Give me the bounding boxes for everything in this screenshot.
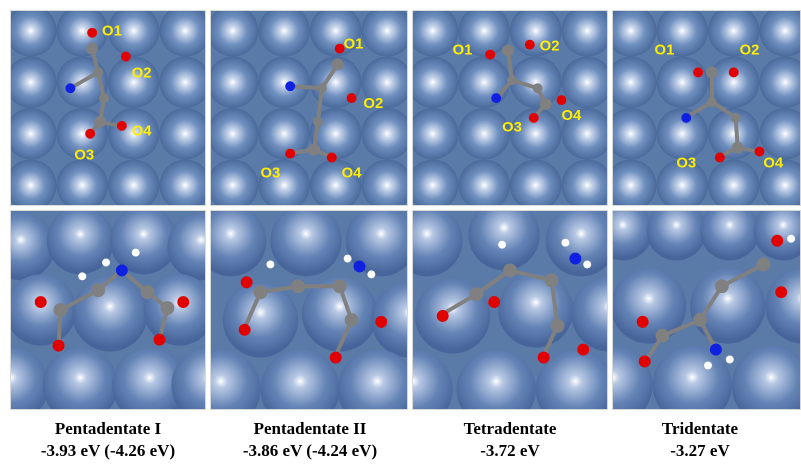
- surface-atoms: [613, 11, 800, 205]
- molecule-atoms: [34, 248, 190, 352]
- caption-pentadentate-1: Pentadentate I -3.93 eV (-4.26 eV): [8, 418, 208, 462]
- panel-top-tetradentate: O1 O2 O3 O4: [412, 10, 608, 206]
- side-view-pentadentate-2: [211, 211, 407, 409]
- caption-name: Tetradentate: [463, 419, 557, 438]
- label-o4: O4: [342, 165, 363, 181]
- caption-name: Pentadentate II: [253, 419, 367, 438]
- caption-energy: -3.72 eV: [480, 441, 540, 460]
- molecule-atoms: [636, 234, 796, 370]
- molecule-atoms: [285, 43, 357, 163]
- panel-side-pentadentate-1: [10, 210, 206, 410]
- molecule-atoms: [436, 238, 592, 364]
- caption-energy: -3.93 eV (-4.26 eV): [40, 441, 176, 460]
- label-o3: O3: [261, 165, 281, 181]
- caption-tetradentate: Tetradentate -3.72 eV: [410, 418, 610, 462]
- caption-pentadentate-2: Pentadentate II -3.86 eV (-4.24 eV): [210, 418, 410, 462]
- side-view-pentadentate-1: [11, 211, 205, 409]
- molecule-atoms: [681, 66, 765, 163]
- label-o4: O4: [561, 108, 582, 124]
- label-o1: O1: [655, 43, 675, 59]
- caption-energy: -3.86 eV (-4.24 eV): [242, 441, 378, 460]
- surface-atoms: [11, 211, 205, 409]
- panel-top-pentadentate-2: O1 O2 O3 O4: [210, 10, 408, 206]
- panel-side-tetradentate: [412, 210, 608, 410]
- caption-tridentate: Tridentate -3.27 eV: [600, 418, 800, 462]
- surface-atoms: [211, 211, 407, 409]
- label-o2: O2: [740, 43, 760, 59]
- label-o2: O2: [132, 65, 152, 81]
- panel-side-pentadentate-2: [210, 210, 408, 410]
- panel-side-tridentate: [612, 210, 801, 410]
- top-view-pentadentate-2: O1 O2 O3 O4: [211, 11, 407, 205]
- caption-name: Pentadentate I: [54, 419, 162, 438]
- top-view-tridentate: O1 O2 O3 O4: [613, 11, 800, 205]
- label-o3: O3: [676, 155, 696, 171]
- panel-top-tridentate: O1 O2 O3 O4: [612, 10, 801, 206]
- top-view-tetradentate: O1 O2 O3 O4: [413, 11, 607, 205]
- caption-name: Tridentate: [661, 419, 739, 438]
- figure-grid: O1 O2 O3 O4: [10, 10, 801, 410]
- panel-top-pentadentate-1: O1 O2 O3 O4: [10, 10, 206, 206]
- label-o1: O1: [453, 43, 473, 59]
- surface-atoms: [413, 11, 607, 205]
- side-view-tetradentate: [413, 211, 607, 409]
- label-o2: O2: [363, 96, 383, 112]
- label-o4: O4: [132, 124, 153, 140]
- top-view-pentadentate-1: O1 O2 O3 O4: [11, 11, 205, 205]
- label-o1: O1: [102, 24, 122, 40]
- molecule-atoms: [65, 27, 131, 139]
- surface-atoms: [613, 211, 800, 409]
- label-o4: O4: [763, 155, 784, 171]
- side-view-tridentate: [613, 211, 800, 409]
- molecule-atoms: [238, 254, 388, 364]
- caption-energy: -3.27 eV: [670, 441, 730, 460]
- molecule-atoms: [485, 39, 567, 123]
- label-o1: O1: [344, 37, 364, 53]
- label-o3: O3: [502, 120, 522, 136]
- label-o3: O3: [74, 147, 94, 163]
- label-o2: O2: [540, 39, 560, 55]
- surface-atoms: [11, 11, 205, 205]
- surface-atoms: [413, 211, 607, 409]
